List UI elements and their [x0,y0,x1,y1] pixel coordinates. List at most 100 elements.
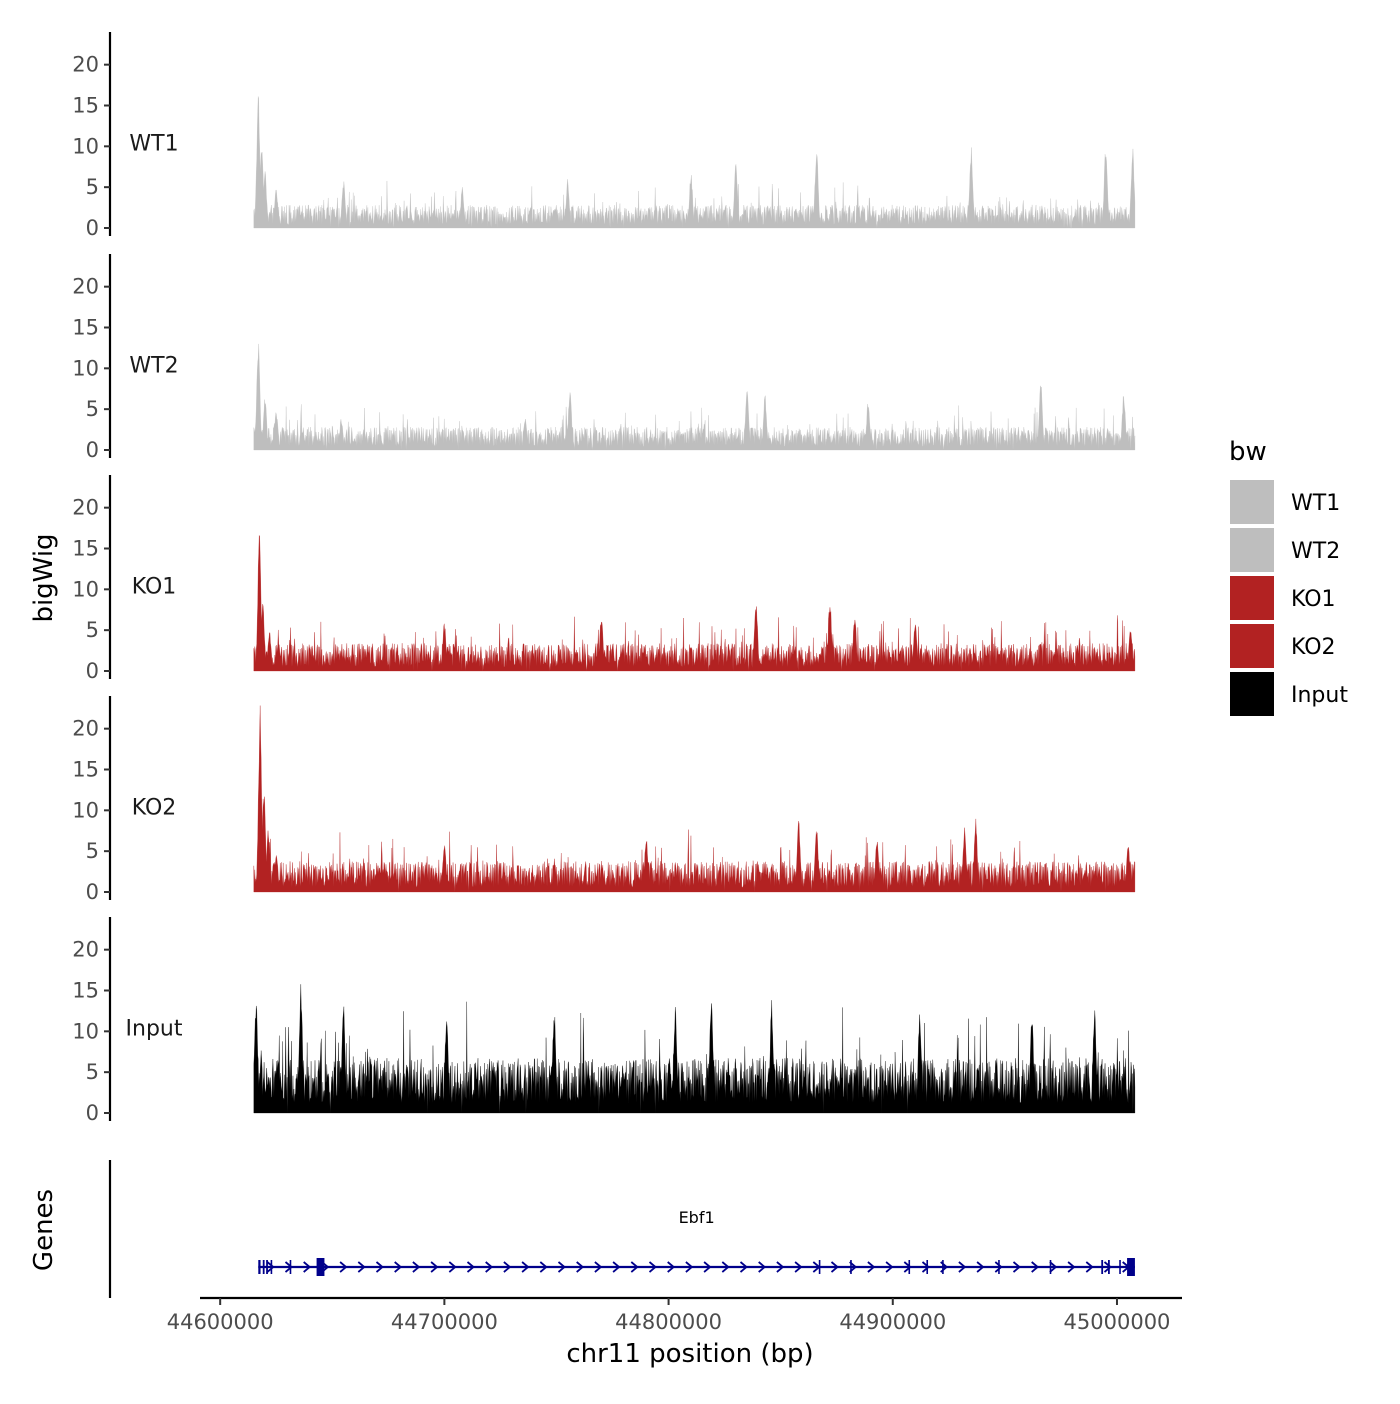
legend-swatch-input [1230,672,1274,716]
y-tick-label: 15 [72,94,99,118]
gene-label: Ebf1 [679,1208,715,1227]
strand-arrow [394,1261,403,1273]
strand-arrow [521,1261,530,1273]
track-label: WT2 [129,353,178,378]
strand-arrow [739,1261,748,1273]
strand-arrow [903,1261,912,1273]
gene-exon [908,1260,911,1274]
strand-arrow [794,1261,803,1273]
y-tick-label: 20 [72,938,99,962]
y-tick-label: 10 [72,134,99,158]
track-input: 0 5 10 15 20 Input [72,917,1136,1125]
track-wt2: 0 5 10 15 20 WT2 [72,254,1136,462]
x-tick-label: 44700000 [391,1310,498,1334]
track-label: KO1 [132,574,177,599]
strand-arrow [976,1261,985,1273]
tracks-layer: 0 5 10 15 20 WT1 0 5 10 15 20 WT2 0 5 10 15 20 KO1 0 5 10 15 2… [72,32,1136,1125]
y-tick-label: 20 [72,53,99,77]
gene-exon [262,1260,265,1274]
strand-arrow [648,1261,657,1273]
y-axis-title-genes: Genes [29,1189,59,1271]
strand-arrow [1103,1261,1112,1273]
gene-exon [942,1260,944,1274]
legend-swatch-ko1 [1230,576,1274,620]
y-tick-label: 20 [72,717,99,741]
strand-arrow [594,1261,603,1273]
gene-exon [850,1260,852,1274]
y-tick-label: 0 [86,216,99,240]
strand-arrow [303,1261,312,1273]
y-tick-label: 20 [72,275,99,299]
y-tick-label: 0 [86,1101,99,1125]
strand-arrow [830,1261,839,1273]
strand-arrow [703,1261,712,1273]
y-tick-label: 5 [86,1060,99,1084]
signal-area-input [253,984,1136,1114]
gene-exon [818,1260,821,1274]
gene-exon [1101,1260,1104,1274]
legend-label-ko1: KO1 [1291,587,1336,612]
y-tick-label: 5 [86,397,99,421]
strand-arrow [557,1261,566,1273]
x-axis: 44600000 44700000 44800000 44900000 45000000 [167,1296,1182,1334]
x-tick-label: 44600000 [167,1310,274,1334]
strand-arrow [1049,1261,1058,1273]
strand-arrow [994,1261,1003,1273]
gene-exon [1108,1260,1110,1274]
strand-arrow [430,1261,439,1273]
y-tick-label: 20 [72,496,99,520]
legend: bw WT1 WT2 KO1 KO2 Input [1229,437,1348,716]
y-tick-label: 5 [86,618,99,642]
strand-arrow [630,1261,639,1273]
track-label: WT1 [129,131,178,156]
strand-arrow [958,1261,967,1273]
legend-swatch-wt2 [1230,528,1274,572]
strand-arrow [485,1261,494,1273]
strand-arrow [885,1261,894,1273]
strand-arrow [576,1261,585,1273]
strand-arrow [503,1261,512,1273]
gene-exon [316,1258,325,1276]
track-label: Input [126,1016,183,1041]
legend-title: bw [1229,437,1267,467]
strand-arrow [448,1261,457,1273]
signal-area-wt2 [253,343,1136,451]
y-tick-label: 0 [86,438,99,462]
gene-exon [270,1260,273,1274]
strand-arrow [921,1261,930,1273]
y-tick-label: 15 [72,979,99,1003]
y-tick-label: 15 [72,758,99,782]
gene-exon [926,1260,929,1274]
y-tick-label: 10 [72,577,99,601]
gene-exon [266,1260,268,1274]
strand-arrow [776,1261,785,1273]
legend-swatch-ko2 [1230,624,1274,668]
strand-arrow [1012,1261,1021,1273]
track-wt1: 0 5 10 15 20 WT1 [72,32,1136,240]
signal-area-ko1 [253,534,1136,672]
strand-arrow [1031,1261,1040,1273]
strand-arrow [357,1261,366,1273]
y-tick-label: 0 [86,659,99,683]
y-axis-title-bigwig: bigWig [29,533,59,622]
strand-arrow [758,1261,767,1273]
strand-arrow [466,1261,475,1273]
legend-label-wt2: WT2 [1291,539,1340,564]
strand-arrow [266,1261,275,1273]
strand-arrow [539,1261,548,1273]
strand-arrow [1067,1261,1076,1273]
strand-arrow [339,1261,348,1273]
y-tick-label: 0 [86,880,99,904]
y-tick-label: 15 [72,537,99,561]
y-tick-label: 10 [72,356,99,380]
signal-area-wt1 [253,96,1136,229]
y-tick-label: 15 [72,316,99,340]
gene-exon [1127,1258,1135,1276]
strand-arrow [375,1261,384,1273]
legend-label-ko2: KO2 [1291,635,1336,660]
track-ko2: 0 5 10 15 20 KO2 [72,696,1136,904]
x-axis-title: chr11 position (bp) [566,1339,813,1369]
strand-arrow [284,1261,293,1273]
strand-arrow [667,1261,676,1273]
